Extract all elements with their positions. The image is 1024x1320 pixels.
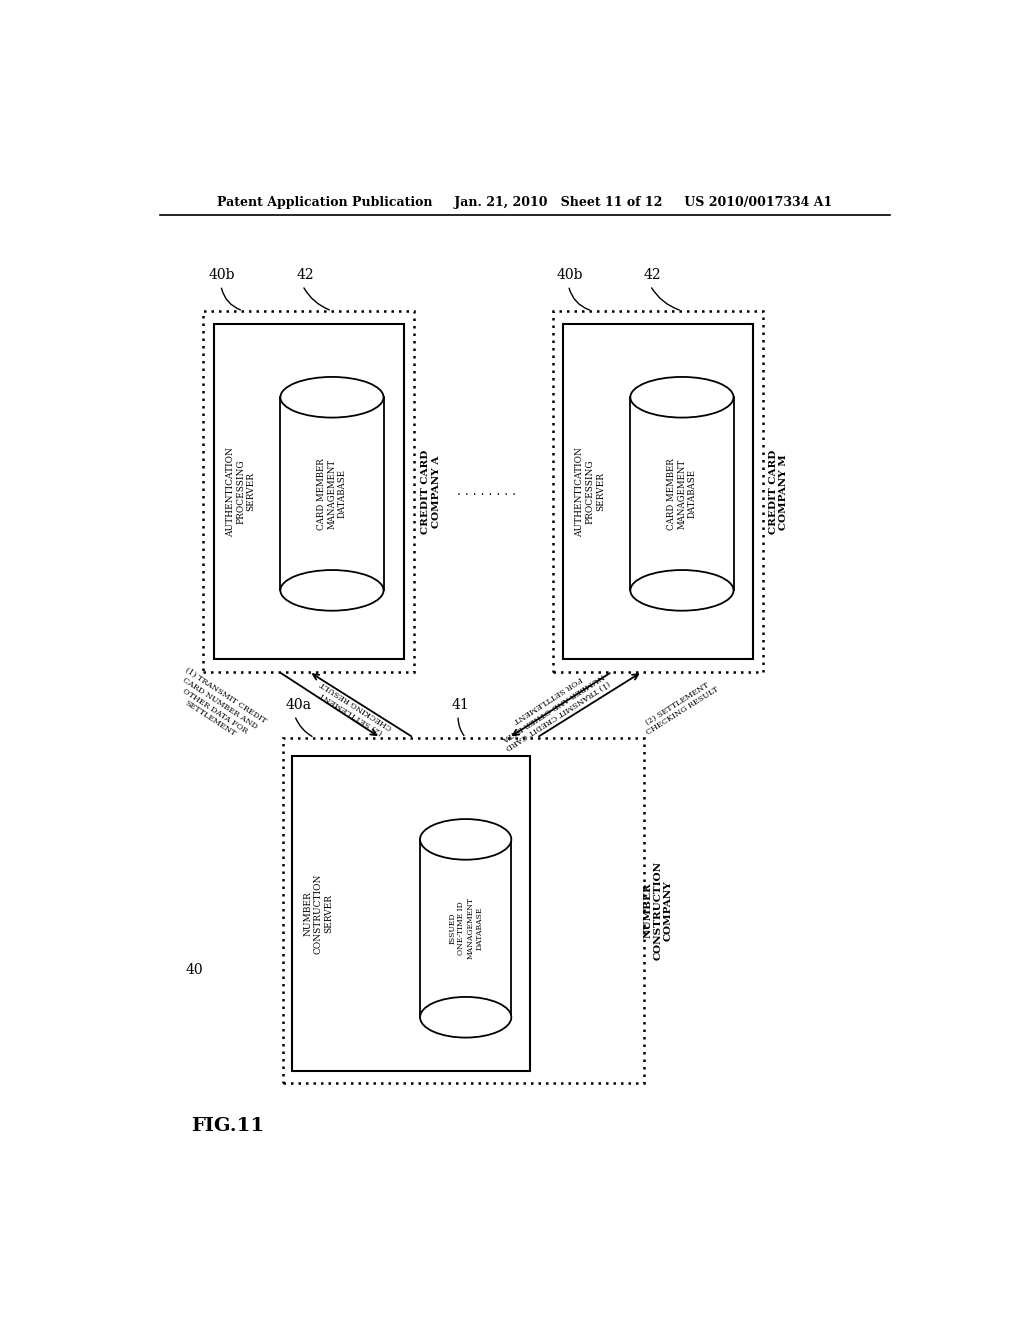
Bar — [631, 397, 733, 590]
Text: CARD MEMBER
MANAGEMENT
DATABASE: CARD MEMBER MANAGEMENT DATABASE — [317, 458, 347, 529]
Text: 40: 40 — [186, 962, 204, 977]
Text: NUMBER
CONSTRUCTION
SERVER: NUMBER CONSTRUCTION SERVER — [303, 874, 334, 954]
Bar — [204, 312, 414, 672]
Bar — [281, 397, 384, 590]
Text: ISSUED
ONE-TIME ID
MANAGEMENT
DATABASE: ISSUED ONE-TIME ID MANAGEMENT DATABASE — [449, 896, 484, 958]
Bar — [292, 756, 530, 1071]
Text: NUMBER
CONSTRUCTION
COMPANY: NUMBER CONSTRUCTION COMPANY — [643, 861, 673, 960]
Ellipse shape — [281, 570, 384, 611]
Bar — [563, 325, 754, 660]
Bar — [553, 312, 763, 672]
Ellipse shape — [281, 378, 384, 417]
Text: (2) SETTLEMENT
CHECKING RESULT: (2) SETTLEMENT CHECKING RESULT — [314, 680, 394, 739]
Text: 40b: 40b — [209, 268, 236, 282]
Text: Patent Application Publication     Jan. 21, 2010   Sheet 11 of 12     US 2010/00: Patent Application Publication Jan. 21, … — [217, 195, 833, 209]
Text: CARD MEMBER
MANAGEMENT
DATABASE: CARD MEMBER MANAGEMENT DATABASE — [667, 458, 697, 529]
Text: 42: 42 — [644, 268, 662, 282]
Text: 41: 41 — [452, 698, 470, 713]
Bar — [214, 325, 404, 660]
Text: AUTHENTICATION
PROCESSING
SERVER: AUTHENTICATION PROCESSING SERVER — [225, 447, 256, 537]
Text: AUTHENTICATION
PROCESSING
SERVER: AUTHENTICATION PROCESSING SERVER — [574, 447, 605, 537]
Ellipse shape — [420, 997, 511, 1038]
Text: 40b: 40b — [557, 268, 583, 282]
Text: (2) SETTLEMENT
CHECKING RESULT: (2) SETTLEMENT CHECKING RESULT — [639, 677, 720, 737]
Text: 40a: 40a — [285, 698, 311, 713]
Text: CREDIT CARD
COMPANY M: CREDIT CARD COMPANY M — [769, 450, 788, 535]
Text: 42: 42 — [296, 268, 314, 282]
Text: . . . . . . . .: . . . . . . . . — [457, 486, 516, 498]
Text: FIG.11: FIG.11 — [191, 1117, 264, 1135]
Ellipse shape — [631, 570, 733, 611]
Bar — [420, 840, 511, 1018]
Ellipse shape — [631, 378, 733, 417]
Text: CREDIT CARD
COMPANY A: CREDIT CARD COMPANY A — [422, 450, 441, 535]
Ellipse shape — [420, 818, 511, 859]
Text: (1) TRANSMIT CREDIT
CARD NUMBER AND
OTHER DATA FOR
SETTLEMENT: (1) TRANSMIT CREDIT CARD NUMBER AND OTHE… — [168, 667, 267, 748]
Text: (1) TRANSMIT CREDIT CARD
NUMBER AND OTHER DATA
FOR SETTLEMENT: (1) TRANSMIT CREDIT CARD NUMBER AND OTHE… — [494, 663, 611, 751]
Bar — [283, 738, 644, 1084]
